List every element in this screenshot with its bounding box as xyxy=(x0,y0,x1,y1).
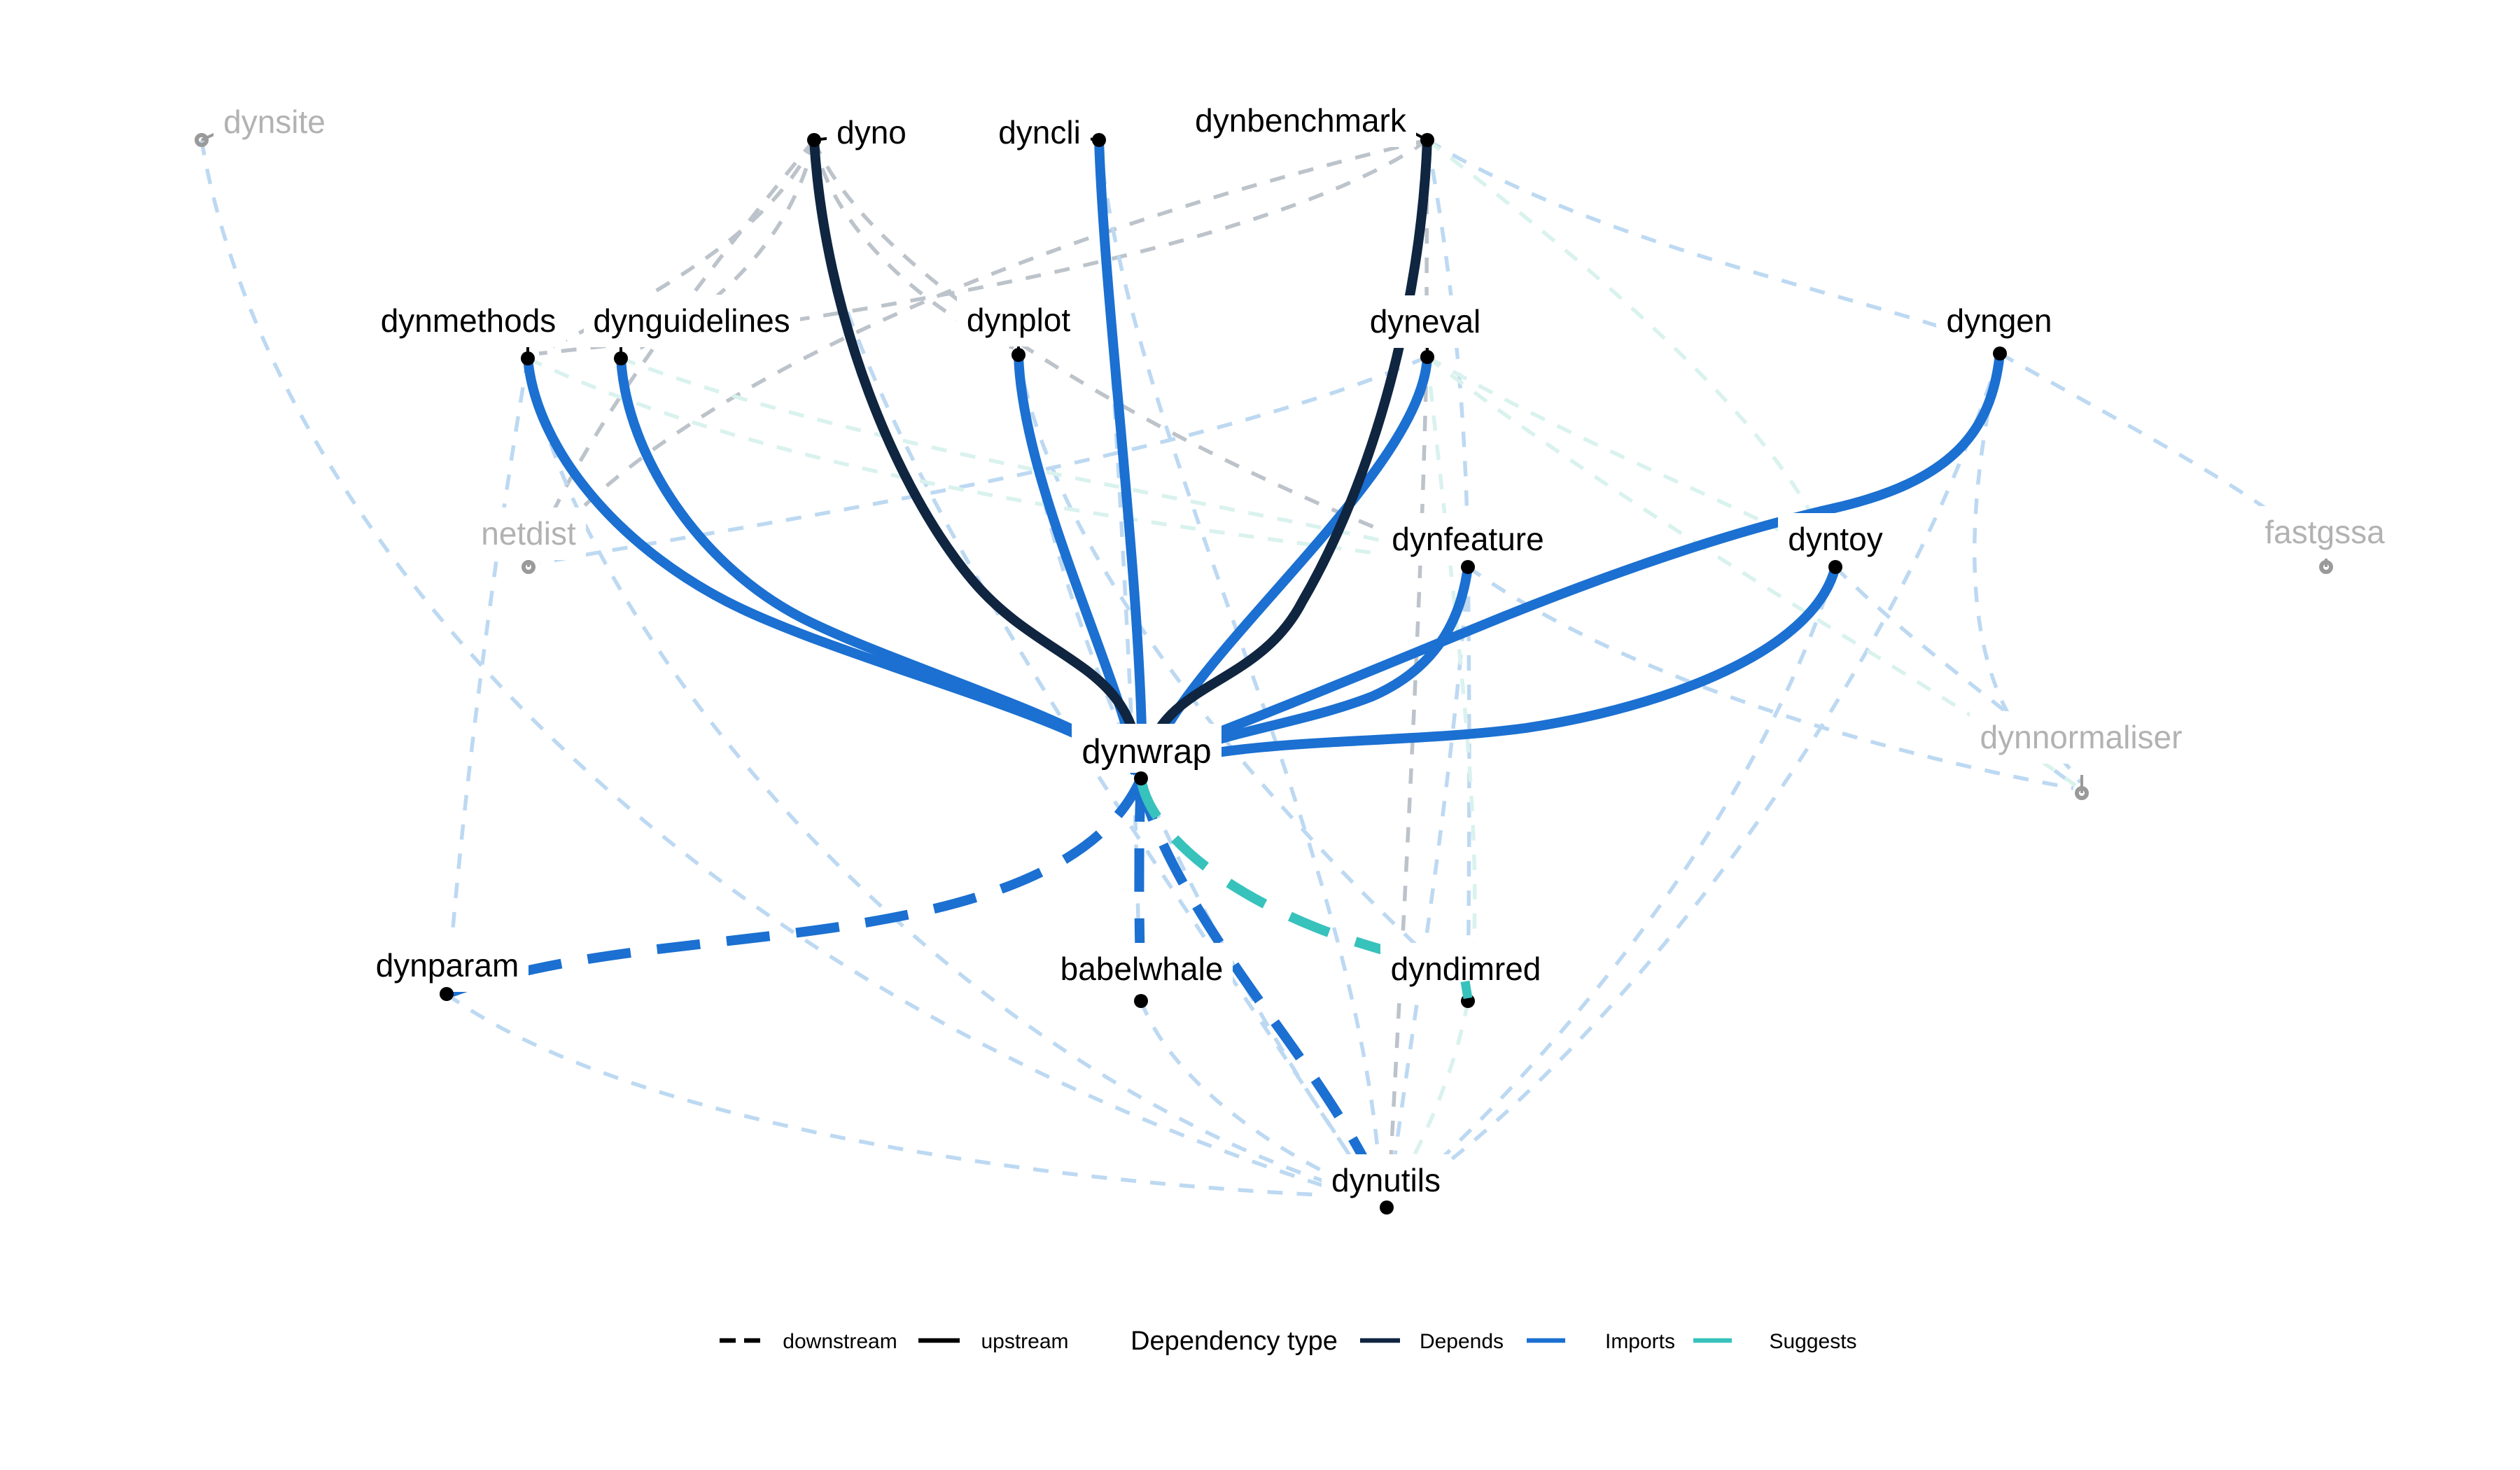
svg-text:dynguidelines: dynguidelines xyxy=(593,302,790,339)
svg-text:dynfeature: dynfeature xyxy=(1392,521,1544,557)
svg-text:Suggests: Suggests xyxy=(1769,1330,1856,1353)
svg-text:dynsite: dynsite xyxy=(223,104,326,140)
svg-text:downstream: downstream xyxy=(783,1330,897,1353)
svg-text:dynbenchmark: dynbenchmark xyxy=(1195,102,1407,139)
svg-text:dynwrap: dynwrap xyxy=(1082,733,1211,771)
svg-text:dyndimred: dyndimred xyxy=(1391,951,1541,987)
svg-text:dyno: dyno xyxy=(836,114,906,150)
svg-text:fastgssa: fastgssa xyxy=(2264,514,2385,550)
svg-text:Imports: Imports xyxy=(1605,1330,1675,1353)
svg-text:dyntoy: dyntoy xyxy=(1788,521,1883,557)
svg-text:dynplot: dynplot xyxy=(967,302,1071,338)
svg-text:dynnormaliser: dynnormaliser xyxy=(1980,719,2183,755)
svg-text:dynutils: dynutils xyxy=(1331,1162,1441,1198)
svg-text:dyncli: dyncli xyxy=(998,114,1081,150)
svg-text:babelwhale: babelwhale xyxy=(1060,951,1224,987)
svg-text:Depends: Depends xyxy=(1420,1330,1504,1353)
svg-text:Dependency type: Dependency type xyxy=(1130,1326,1338,1356)
svg-text:upstream: upstream xyxy=(981,1330,1068,1353)
svg-text:dyneval: dyneval xyxy=(1370,303,1481,340)
svg-text:dynmethods: dynmethods xyxy=(381,302,556,339)
svg-text:dyngen: dyngen xyxy=(1947,302,2052,339)
svg-text:dynparam: dynparam xyxy=(376,947,519,983)
svg-text:netdist: netdist xyxy=(481,515,576,552)
